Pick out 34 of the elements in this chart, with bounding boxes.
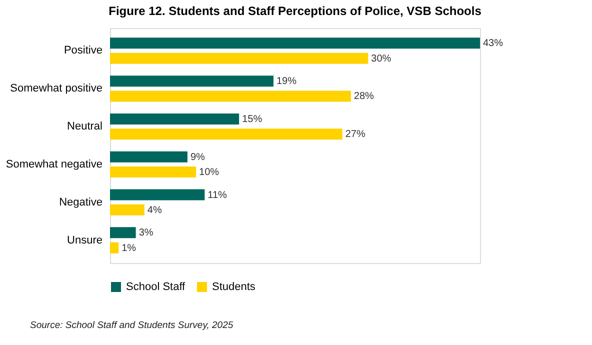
- data-label: 30%: [371, 53, 392, 64]
- y-tick-label: Unsure: [67, 234, 102, 246]
- bar: [110, 189, 205, 200]
- bar: [110, 52, 368, 64]
- legend-label: Students: [212, 281, 256, 293]
- bar: [110, 90, 351, 102]
- y-tick-label: Positive: [64, 44, 102, 57]
- bar: [110, 113, 240, 124]
- y-tick-label: Somewhat positive: [10, 82, 102, 95]
- y-tick-label: Negative: [59, 196, 102, 208]
- bar: [110, 242, 119, 254]
- data-label: 27%: [345, 129, 366, 140]
- data-label: 10%: [199, 167, 220, 178]
- data-label: 1%: [122, 242, 136, 254]
- data-label: 43%: [483, 38, 504, 50]
- data-label: 4%: [147, 204, 162, 216]
- data-label: 3%: [138, 228, 154, 239]
- data-label: 19%: [276, 76, 297, 88]
- bar: [110, 166, 196, 178]
- source-note: Source: School Staff and Students Survey, 2025: [30, 320, 234, 331]
- data-label: 11%: [208, 190, 228, 201]
- bar: [110, 204, 144, 216]
- bar: [110, 151, 188, 162]
- bar: [110, 38, 480, 49]
- bar: [110, 227, 136, 238]
- y-tick-label: Somewhat negative: [6, 158, 102, 170]
- bar: [110, 76, 274, 87]
- legend-label: School Staff: [126, 281, 186, 293]
- bar: [110, 128, 342, 140]
- chart-title: Figure 12. Students and Staff Perceptions of Police, VSB Schools: [108, 4, 482, 18]
- data-label: 15%: [242, 114, 262, 125]
- data-label: 9%: [190, 152, 206, 163]
- y-tick-label: Neutral: [67, 120, 102, 133]
- data-label: 28%: [354, 91, 374, 102]
